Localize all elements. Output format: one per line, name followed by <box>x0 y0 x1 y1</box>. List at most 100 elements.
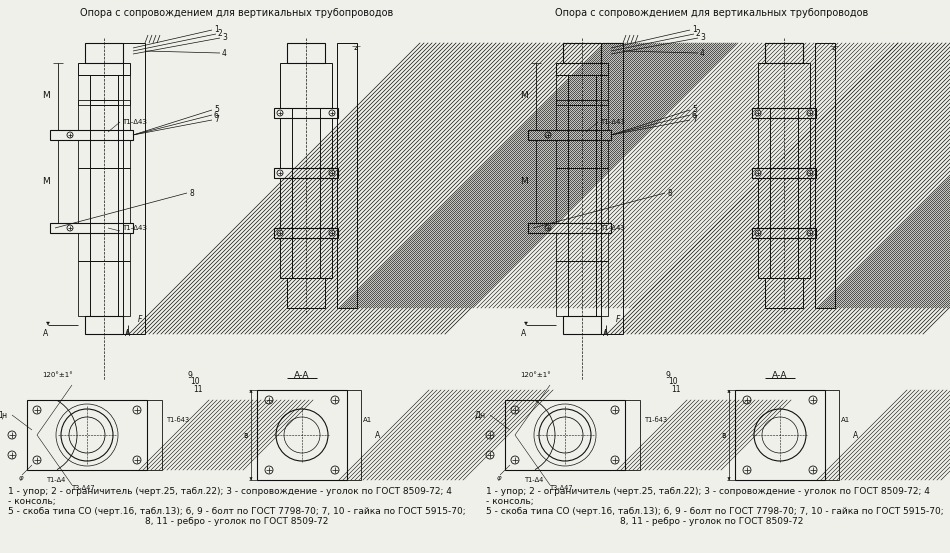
Bar <box>287 278 325 308</box>
Text: Опора с сопровождением для вертикальных трубопроводов: Опора с сопровождением для вертикальных … <box>556 8 868 18</box>
Text: М: М <box>42 176 50 185</box>
Text: М: М <box>521 176 528 185</box>
Bar <box>825 390 839 480</box>
Text: 2: 2 <box>218 29 222 39</box>
Bar <box>349 43 357 308</box>
Text: А: А <box>603 328 609 337</box>
Bar <box>78 75 130 105</box>
Bar <box>85 43 123 63</box>
Text: 8, 11 - ребро - уголок по ГОСТ 8509-72: 8, 11 - ребро - уголок по ГОСТ 8509-72 <box>620 517 804 526</box>
Bar <box>50 223 133 233</box>
Bar <box>90 75 118 105</box>
Text: 4: 4 <box>700 49 705 58</box>
Polygon shape <box>250 390 253 393</box>
Bar <box>770 168 798 228</box>
Bar <box>123 43 145 334</box>
Bar <box>528 130 611 140</box>
Bar <box>556 168 608 223</box>
Text: 8, 11 - ребро - уголок по ГОСТ 8509-72: 8, 11 - ребро - уголок по ГОСТ 8509-72 <box>145 517 329 526</box>
Text: 1 - упор; 2 - ограничитель (черт.25, табл.22); 3 - сопровождение - уголок по ГОС: 1 - упор; 2 - ограничитель (черт.25, таб… <box>486 487 930 496</box>
Bar <box>274 108 338 118</box>
Text: 10: 10 <box>668 378 677 387</box>
Bar <box>292 108 320 168</box>
Bar <box>556 233 608 261</box>
Bar <box>758 238 810 278</box>
Bar <box>90 100 118 168</box>
Text: - консоль;: - консоль; <box>8 497 56 506</box>
Bar <box>752 108 816 118</box>
Bar <box>347 390 361 480</box>
Text: F: F <box>616 316 620 325</box>
Bar <box>765 278 803 308</box>
Text: 5 - скоба типа СО (черт.16, табл.13); 6, 9 - болт по ГОСТ 7798-70; 7, 10 - гайка: 5 - скоба типа СО (черт.16, табл.13); 6,… <box>8 507 466 516</box>
Text: 1: 1 <box>692 25 696 34</box>
Text: 6: 6 <box>692 111 697 119</box>
Bar <box>287 43 325 63</box>
Text: в: в <box>243 430 247 440</box>
Bar <box>78 168 130 223</box>
Bar <box>568 75 596 105</box>
Bar <box>563 43 601 63</box>
Text: 1: 1 <box>214 25 218 34</box>
Bar <box>556 140 608 168</box>
Text: 3: 3 <box>700 34 705 43</box>
Bar <box>505 400 625 470</box>
Polygon shape <box>728 477 731 480</box>
Bar <box>137 43 145 334</box>
Text: 9: 9 <box>187 371 192 379</box>
Text: А: А <box>522 328 526 337</box>
Bar <box>147 400 162 470</box>
Bar <box>337 43 357 308</box>
Bar <box>758 118 810 168</box>
Bar <box>90 223 118 261</box>
Text: А1: А1 <box>841 417 850 423</box>
Text: Т1-Δ4З: Т1-Δ4З <box>122 119 147 125</box>
Bar <box>280 63 332 108</box>
Text: T3-Δ47: T3-Δ47 <box>550 485 574 491</box>
Text: φ: φ <box>497 475 502 481</box>
Text: F: F <box>138 316 142 325</box>
Text: 5: 5 <box>214 106 218 114</box>
Bar <box>556 75 608 105</box>
Bar <box>528 223 611 233</box>
Bar <box>827 43 835 308</box>
Polygon shape <box>524 322 527 325</box>
Text: T3-Δ47: T3-Δ47 <box>72 485 96 491</box>
Text: 10: 10 <box>190 378 199 387</box>
Text: М: М <box>521 91 528 101</box>
Bar <box>568 261 596 316</box>
Bar <box>563 316 601 334</box>
Bar <box>147 400 162 470</box>
Text: 2: 2 <box>354 44 359 53</box>
Bar <box>90 168 118 223</box>
Text: T1-Δ4: T1-Δ4 <box>525 477 544 483</box>
Bar <box>90 261 118 316</box>
Bar <box>625 400 640 470</box>
Polygon shape <box>126 330 129 332</box>
Bar <box>556 100 608 130</box>
Bar <box>27 400 147 470</box>
Text: 11: 11 <box>193 384 202 394</box>
Text: Т1-Δ4З: Т1-Δ4З <box>600 119 625 125</box>
Bar <box>274 168 338 178</box>
Bar <box>815 43 835 308</box>
Bar <box>85 316 123 334</box>
Text: М: М <box>42 91 50 101</box>
Text: 8: 8 <box>667 189 672 197</box>
Text: 7: 7 <box>214 116 218 124</box>
Text: Т1-Δ4З: Т1-Δ4З <box>122 225 147 231</box>
Text: Дн: Дн <box>0 410 9 420</box>
Text: 1 - упор; 2 - ограничитель (черт.25, табл.22); 3 - сопровождение - уголок по ГОС: 1 - упор; 2 - ограничитель (черт.25, таб… <box>8 487 452 496</box>
Bar <box>758 178 810 228</box>
Bar <box>78 233 130 261</box>
Text: Дн: Дн <box>475 410 486 420</box>
Text: А: А <box>125 328 130 337</box>
Text: 5: 5 <box>692 106 697 114</box>
Text: 120°±1°: 120°±1° <box>42 372 73 378</box>
Bar <box>765 43 803 63</box>
Text: T1-б43: T1-б43 <box>167 417 190 423</box>
Bar <box>568 168 596 223</box>
Bar <box>292 168 320 228</box>
Bar <box>770 228 798 278</box>
Text: 2: 2 <box>696 29 701 39</box>
